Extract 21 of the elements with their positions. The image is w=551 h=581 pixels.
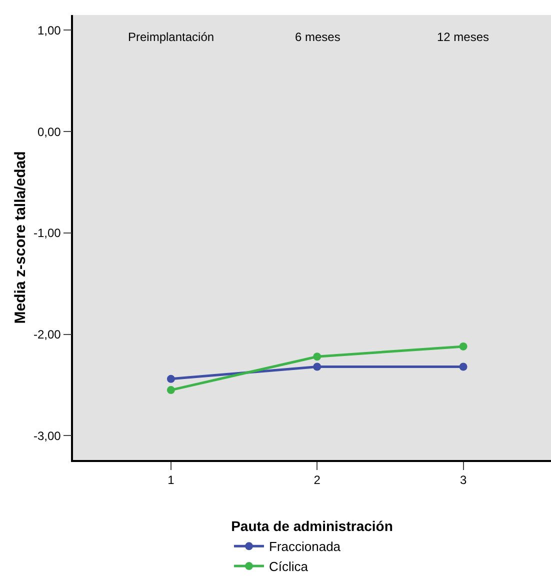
point [459,342,468,350]
legend-title: Pauta de administración [231,518,393,534]
y-axis-title: Media z-score talla/edad [12,151,30,324]
annotation: 12 meses [437,30,490,44]
y-tick-label: 0,00 [37,124,62,139]
legend-label: Fraccionada [269,539,342,554]
y-tick-label: -3,00 [33,428,62,443]
annotation: 6 meses [295,30,340,44]
annotation: Preimplantación [128,30,214,44]
y-tick-label: 1,00 [37,23,62,38]
x-tick-label: 2 [314,473,321,488]
x-tick-label: 3 [460,473,467,488]
y-tick-label: -2,00 [33,328,62,342]
legend-label: Cíclica [269,559,309,574]
point [166,374,175,383]
x-tick-label: 1 [168,473,175,488]
point [166,386,175,394]
point [313,352,322,361]
point [313,362,322,371]
y-tick-label: -1,00 [33,226,62,240]
point [459,362,468,371]
